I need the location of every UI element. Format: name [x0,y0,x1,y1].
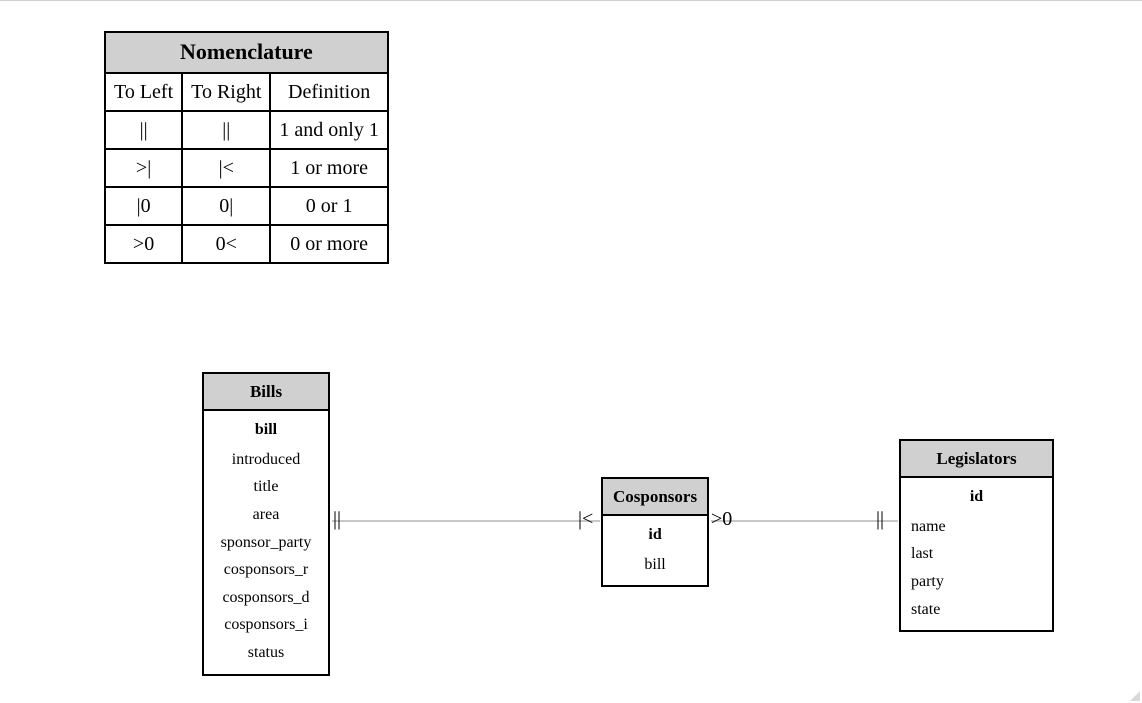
entity-cosponsors: Cosponsors id bill [601,477,709,587]
nomen-cell: |< [182,149,270,187]
entity-cosponsors-body: id bill [602,515,708,586]
nomen-cell: |0 [105,187,182,225]
entity-bills-attr: cosponsors_d [214,585,318,611]
nomen-cell: 0| [182,187,270,225]
entity-bills-attr: cosponsors_i [214,612,318,638]
entity-legislators-body: id name last party state [900,477,1053,631]
entity-legislators-pk: id [911,484,1042,510]
nomen-cell: 1 and only 1 [270,111,387,149]
nomenclature-title: Nomenclature [105,32,388,73]
entity-cosponsors-pk: id [613,522,697,548]
crowfoot-one-or-more-icon: |< [578,508,593,531]
nomenclature-table: Nomenclature To Left To Right Definition… [104,31,389,264]
entity-bills-attr: status [214,640,318,666]
entity-bills-attr: cosponsors_r [214,557,318,583]
entity-legislators-attr: last [911,541,1042,567]
nomen-row: >| |< 1 or more [105,149,388,187]
entity-legislators: Legislators id name last party state [899,439,1054,632]
crowfoot-one-and-only-one-icon: || [333,508,341,531]
nomen-cell: || [105,111,182,149]
entity-cosponsors-title: Cosponsors [602,478,708,515]
entity-legislators-attr: state [911,597,1042,623]
nomen-cell: 0< [182,225,270,263]
entity-bills-attr: sponsor_party [214,530,318,556]
nomen-row: || || 1 and only 1 [105,111,388,149]
nomen-cell: 0 or more [270,225,387,263]
resize-handle-icon [1130,691,1140,701]
nomen-col-def: Definition [270,73,387,111]
crowfoot-zero-or-more-icon: >0 [711,508,732,531]
nomen-row: >0 0< 0 or more [105,225,388,263]
nomen-col-right: To Right [182,73,270,111]
entity-bills-body: bill introduced title area sponsor_party… [203,410,329,674]
entity-bills-attr: area [214,502,318,528]
entity-bills-title: Bills [203,373,329,410]
connector-bills-cosponsors [332,520,600,522]
connector-cosponsors-legislators [711,520,898,522]
nomen-cell: >0 [105,225,182,263]
entity-legislators-attr: name [911,514,1042,540]
entity-legislators-attr: party [911,569,1042,595]
entity-bills-attr: title [214,474,318,500]
nomen-cell: 0 or 1 [270,187,387,225]
nomen-col-left: To Left [105,73,182,111]
crowfoot-one-and-only-one-icon: || [876,508,884,531]
nomen-cell: 1 or more [270,149,387,187]
nomen-row: |0 0| 0 or 1 [105,187,388,225]
nomen-cell: || [182,111,270,149]
entity-bills-pk: bill [214,417,318,443]
entity-cosponsors-attr: bill [613,552,697,578]
entity-bills-attr: introduced [214,447,318,473]
entity-legislators-title: Legislators [900,440,1053,477]
nomen-cell: >| [105,149,182,187]
entity-bills: Bills bill introduced title area sponsor… [202,372,330,676]
